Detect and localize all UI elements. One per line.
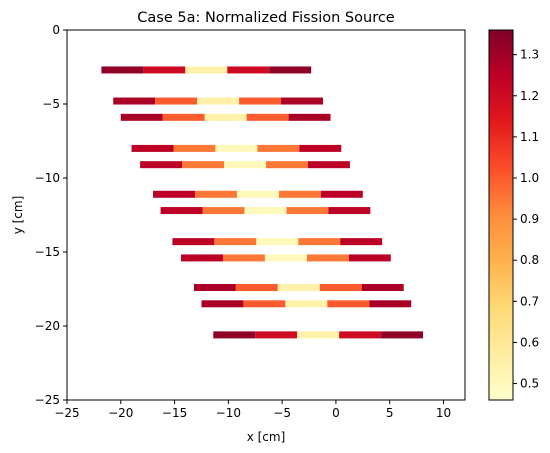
fission-source-segment: [224, 161, 266, 169]
x-tick-label: −10: [216, 406, 241, 420]
fission-source-segment: [299, 144, 342, 152]
fission-source-segment: [235, 284, 278, 292]
y-tick-label: −15: [35, 245, 60, 259]
fission-source-segment: [369, 300, 412, 308]
fission-source-segment: [213, 331, 256, 339]
fission-source-segment: [222, 254, 265, 262]
fission-source-segment: [327, 300, 370, 308]
fission-source-segment: [243, 300, 286, 308]
fission-source-segment: [193, 284, 236, 292]
plot-frame: [66, 29, 466, 401]
fission-source-segment: [339, 331, 382, 339]
fission-source-segment: [257, 144, 300, 152]
colorbar-tick-label: 1.2: [520, 89, 539, 103]
fission-source-segment: [361, 284, 404, 292]
fission-source-segment: [131, 144, 174, 152]
x-tick-label: 5: [386, 406, 394, 420]
fission-source-segment: [320, 190, 363, 198]
y-tick-label: −10: [35, 171, 60, 185]
fission-source-segment: [255, 331, 298, 339]
fission-source-segment: [143, 66, 186, 74]
y-axis-label: y [cm]: [11, 196, 25, 235]
fission-source-segment: [140, 161, 183, 169]
fission-source-segment: [319, 284, 362, 292]
y-tick-label: −5: [42, 97, 60, 111]
fission-source-segment: [204, 113, 247, 121]
y-tick-label: 0: [52, 23, 60, 37]
colorbar-tick-label: 1.3: [520, 48, 539, 62]
fission-source-segment: [236, 190, 279, 198]
y-axis-ticks: 0 −5 −10 −15 −20 −25: [35, 23, 67, 407]
fission-source-segment: [172, 238, 215, 246]
fission-source-segment: [306, 254, 349, 262]
fission-source-segment: [214, 238, 257, 246]
fission-source-segment: [277, 284, 320, 292]
colorbar-ticks: 0.5 0.6 0.7 0.8 0.9 1.0 1.1 1.2 1.3: [513, 48, 539, 391]
fission-source-segment: [246, 113, 289, 121]
fission-source-segment: [328, 207, 371, 215]
fission-source-segment: [286, 207, 329, 215]
fission-source-segment: [195, 190, 237, 198]
colorbar-tick-label: 0.7: [520, 294, 539, 308]
fission-source-segment: [288, 113, 331, 121]
fission-source-segment: [182, 161, 225, 169]
fission-source-segment: [340, 238, 383, 246]
x-tick-label: 10: [436, 406, 451, 420]
fission-source-segment: [307, 161, 350, 169]
fission-source-segment: [153, 190, 195, 198]
fission-source-segment: [120, 113, 163, 121]
colorbar-tick-label: 0.9: [520, 212, 539, 226]
fission-source-segment: [266, 161, 308, 169]
fission-source-segment: [348, 254, 391, 262]
y-tick-label: −20: [35, 319, 60, 333]
fission-source-segment: [197, 97, 240, 105]
fission-source-segment: [160, 207, 203, 215]
fission-source-segment: [227, 66, 270, 74]
x-tick-label: −5: [273, 406, 291, 420]
colorbar-tick-label: 0.6: [520, 335, 539, 349]
fission-source-segment: [162, 113, 205, 121]
plot-marks: [101, 66, 424, 339]
fission-source-segment: [285, 300, 328, 308]
fission-source-segment: [281, 97, 324, 105]
fission-source-segment: [244, 207, 287, 215]
x-tick-label: −25: [54, 406, 79, 420]
colorbar-tick-label: 1.1: [520, 130, 539, 144]
fission-source-segment: [185, 66, 228, 74]
fission-source-segment: [181, 254, 223, 262]
y-tick-label: −25: [35, 393, 60, 407]
chart-title: Case 5a: Normalized Fission Source: [137, 10, 395, 26]
fission-source-segment: [278, 190, 321, 198]
x-tick-label: −15: [162, 406, 187, 420]
fission-source-segment: [215, 144, 258, 152]
fission-source-segment: [202, 207, 245, 215]
fission-source-segment: [381, 331, 424, 339]
colorbar-tick-label: 1.0: [520, 171, 539, 185]
fission-source-segment: [101, 66, 144, 74]
fission-source-segment: [173, 144, 216, 152]
fission-source-segment: [239, 97, 282, 105]
fission-source-segment: [298, 238, 341, 246]
fission-source-segment: [155, 97, 198, 105]
colorbar: [488, 29, 514, 401]
fission-source-segment: [201, 300, 244, 308]
x-axis-label: x [cm]: [247, 430, 286, 444]
fission-source-segment: [297, 331, 340, 339]
colorbar-tick-label: 0.5: [520, 377, 539, 391]
x-tick-label: 0: [332, 406, 340, 420]
fission-source-segment: [113, 97, 156, 105]
x-axis-ticks: −25 −20 −15 −10 −5 0 5 10: [54, 400, 451, 420]
fission-source-segment: [264, 254, 307, 262]
fission-source-segment: [256, 238, 299, 246]
colorbar-tick-label: 0.8: [520, 253, 539, 267]
fission-source-segment: [269, 66, 312, 74]
x-tick-label: −20: [108, 406, 133, 420]
